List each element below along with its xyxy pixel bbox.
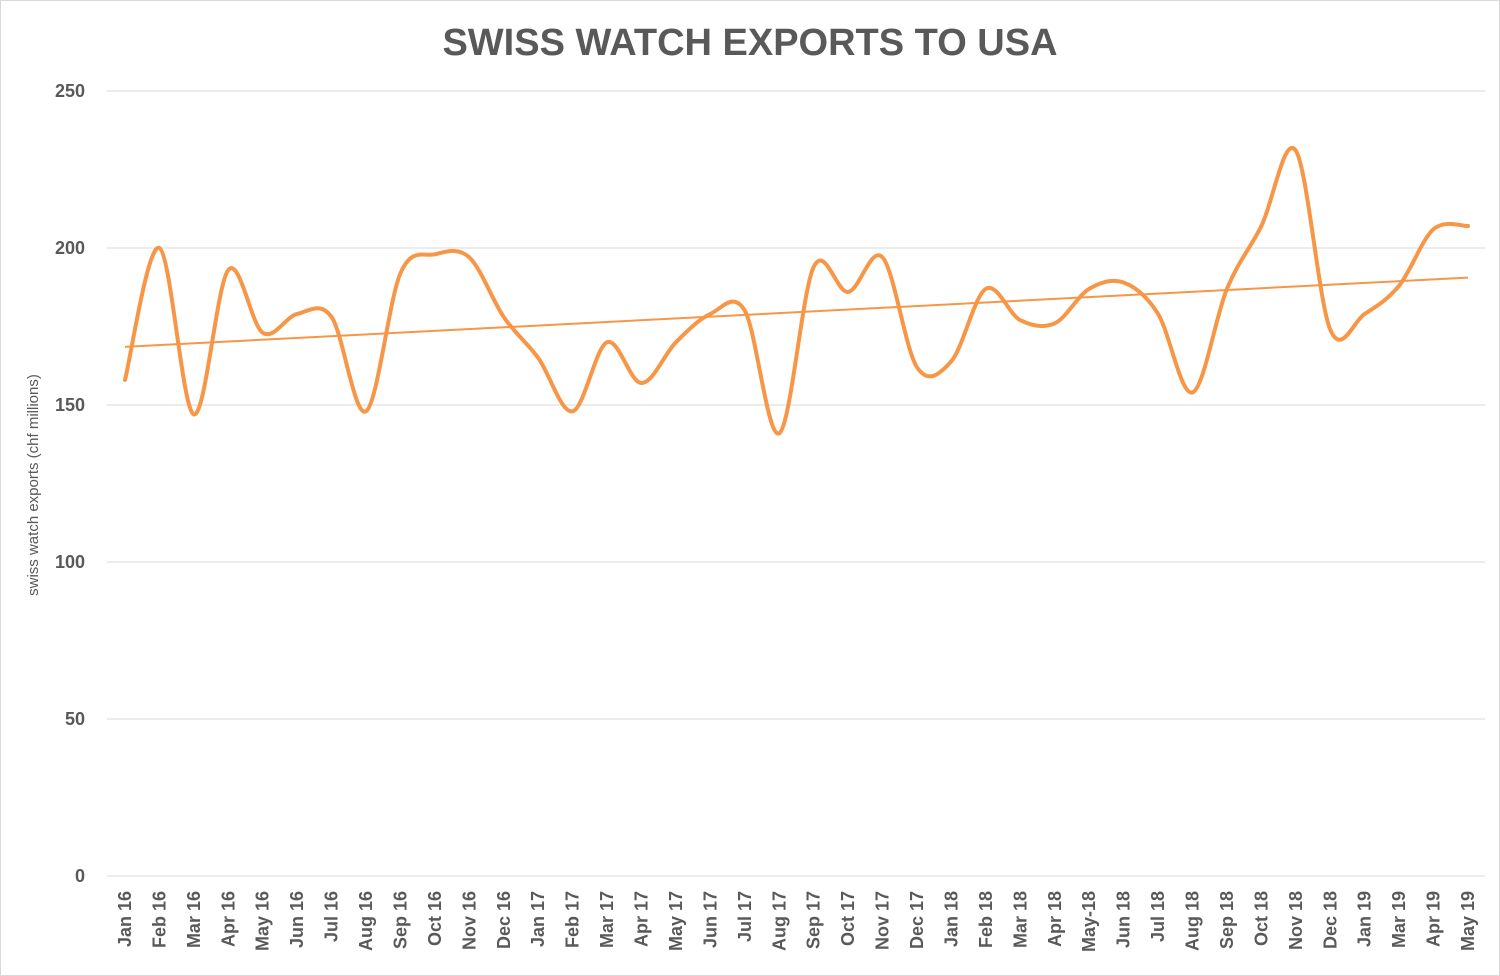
x-tick-label: Jun 16 — [287, 891, 307, 948]
x-tick-label: Apr 18 — [1045, 891, 1065, 947]
series-line — [123, 146, 1470, 436]
x-tick-label: Mar 17 — [597, 891, 617, 948]
x-tick-label: Jul 18 — [1148, 891, 1168, 942]
x-tick-label: Sep 17 — [804, 891, 824, 949]
x-tick-label: Jun 18 — [1114, 891, 1134, 948]
y-tick-label: 150 — [55, 395, 85, 415]
x-tick-label: Nov 18 — [1286, 891, 1306, 950]
x-tick-label: Feb 18 — [976, 891, 996, 948]
x-tick-label: Jan 16 — [115, 891, 135, 947]
x-tick-label: Jan 17 — [528, 891, 548, 947]
x-tick-label: Dec 16 — [494, 891, 514, 949]
x-tick-label: Oct 18 — [1251, 891, 1271, 946]
trendline-group — [124, 276, 1469, 348]
x-tick-label: Aug 17 — [769, 891, 789, 951]
x-tick-label: Apr 19 — [1424, 891, 1444, 947]
x-tick-label: Nov 17 — [873, 891, 893, 950]
y-tick-label: 50 — [65, 709, 85, 729]
x-tick-label: Oct 16 — [425, 891, 445, 946]
x-axis-ticks: Jan 16 Feb 16 Mar 16 Apr 16 May 16 Jun 16 Jul … — [115, 891, 1478, 952]
x-tick-label: Mar 16 — [184, 891, 204, 948]
y-tick-label: 100 — [55, 552, 85, 572]
x-tick-label: Apr 16 — [218, 891, 238, 947]
x-tick-label: Feb 16 — [149, 891, 169, 948]
x-tick-label: Mar 19 — [1389, 891, 1409, 948]
x-tick-label: May 19 — [1458, 891, 1478, 951]
x-tick-label: Apr 17 — [632, 891, 652, 947]
y-tick-label: 200 — [55, 238, 85, 258]
x-tick-label: Jan 19 — [1355, 891, 1375, 947]
series-group — [123, 146, 1470, 436]
x-tick-label: Sep 16 — [390, 891, 410, 949]
x-tick-label: Aug 16 — [356, 891, 376, 951]
y-axis-ticks: 0 50 100 150 200 250 — [55, 81, 85, 886]
x-tick-label: May 17 — [666, 891, 686, 951]
x-tick-label: May 16 — [253, 891, 273, 951]
x-tick-label: Jan 18 — [941, 891, 961, 947]
x-tick-label: Oct 17 — [838, 891, 858, 946]
x-tick-label: May-18 — [1079, 891, 1099, 952]
x-tick-label: Aug 18 — [1183, 891, 1203, 951]
x-tick-label: Dec 18 — [1320, 891, 1340, 949]
y-tick-label: 250 — [55, 81, 85, 101]
x-tick-label: Dec 17 — [907, 891, 927, 949]
x-tick-label: Mar 18 — [1010, 891, 1030, 948]
y-axis-label: swiss watch exports (chf millions) — [25, 374, 42, 596]
trendline — [124, 276, 1469, 348]
x-tick-label: Jul 17 — [735, 891, 755, 942]
y-tick-label: 0 — [75, 866, 85, 886]
x-tick-label: Sep 18 — [1217, 891, 1237, 949]
x-tick-label: Feb 17 — [563, 891, 583, 948]
x-tick-label: Jul 16 — [322, 891, 342, 942]
x-tick-label: Nov 16 — [459, 891, 479, 950]
chart-title: SWISS WATCH EXPORTS TO USA — [442, 22, 1057, 64]
x-tick-label: Jun 17 — [700, 891, 720, 948]
gridlines — [107, 90, 1485, 877]
